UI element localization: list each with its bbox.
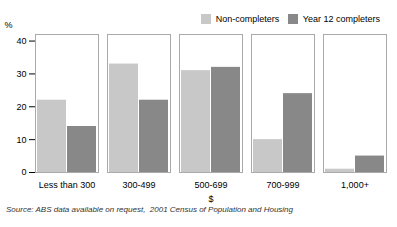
svg-text:$: $ xyxy=(208,194,213,204)
svg-text:300-499: 300-499 xyxy=(122,180,155,190)
svg-text:500-699: 500-699 xyxy=(194,180,227,190)
svg-text:40: 40 xyxy=(16,36,26,46)
svg-text:700-999: 700-999 xyxy=(266,180,299,190)
svg-text:0: 0 xyxy=(21,167,26,177)
html-text:Non-completers: Non-completers xyxy=(215,13,280,24)
html-text:Year 12 completers: Year 12 completers xyxy=(302,13,380,24)
svg-text:%: % xyxy=(5,20,13,30)
svg-text:20: 20 xyxy=(16,102,26,112)
html-text:Source: ABS data available on: Source: ABS data available on request, 2… xyxy=(6,205,293,214)
svg-text:1,000+: 1,000+ xyxy=(341,180,369,190)
svg-text:30: 30 xyxy=(16,69,26,79)
svg-text:10: 10 xyxy=(16,135,26,145)
svg-text:Less than 300: Less than 300 xyxy=(39,180,96,190)
